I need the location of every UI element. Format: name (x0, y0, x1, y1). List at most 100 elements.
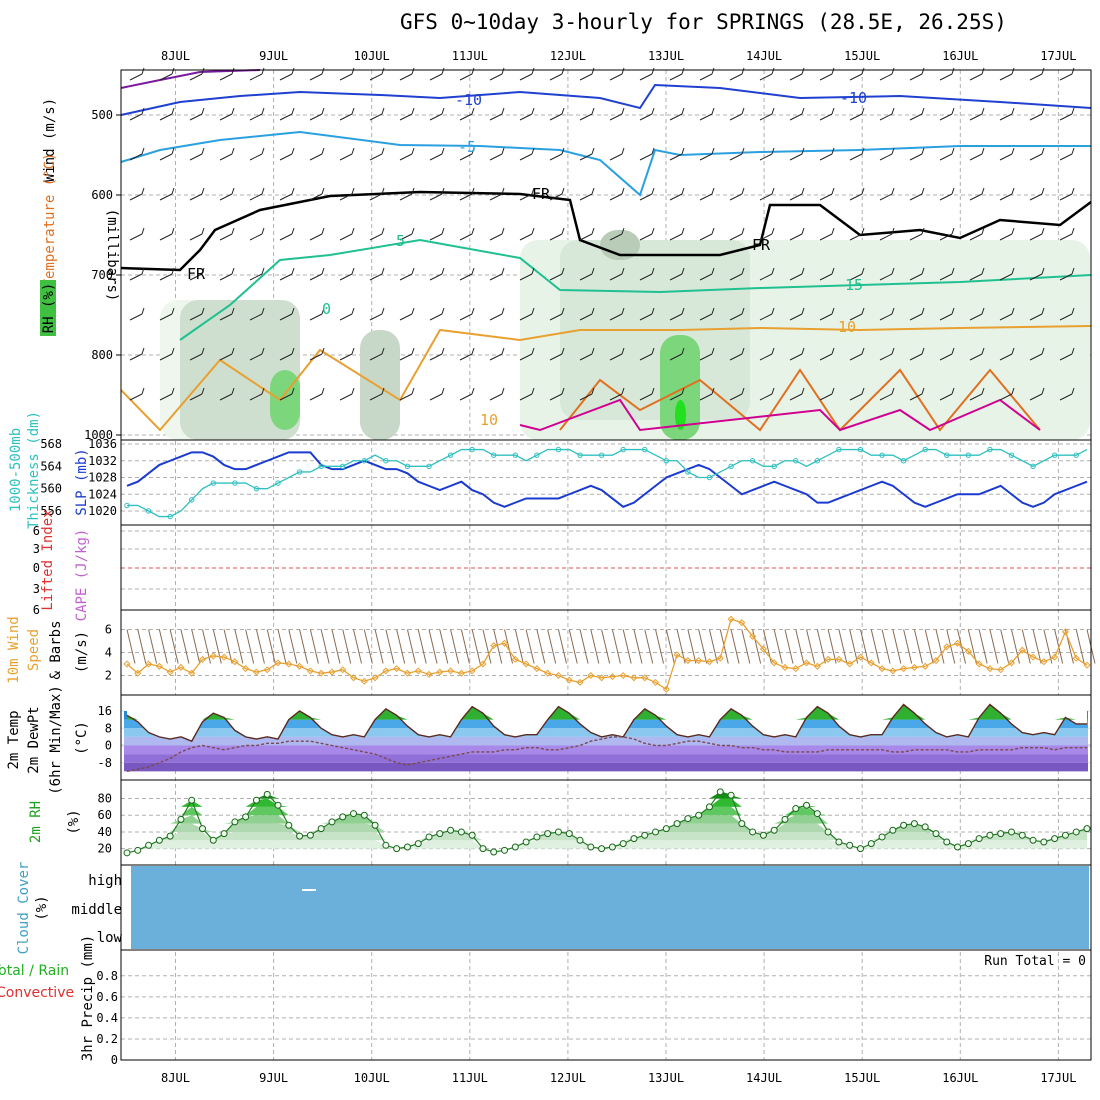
rh2m-marker (220, 830, 228, 838)
temp2m-label: (°C) (74, 721, 90, 755)
upper-wind-barb-flag (651, 107, 655, 115)
cloud-level-label: low (97, 930, 123, 946)
thickness-marker (814, 458, 821, 464)
upper-wind-barb (699, 313, 713, 321)
upper-wind-barb (309, 193, 323, 201)
wind10-barb (396, 629, 406, 664)
wind10-barb (547, 629, 557, 664)
upper-wind-barb (189, 233, 203, 241)
cape-label: CAPE (J/kg) (74, 529, 90, 622)
upper-wind-barb (879, 73, 893, 81)
rh-tick-label: 20 (98, 842, 112, 856)
upper-wind-barb (879, 233, 893, 241)
wind10-barb (806, 629, 816, 664)
upper-wind-barb (999, 233, 1013, 241)
wind10-barb (1021, 629, 1031, 664)
temp-contour-minus15 (120, 69, 261, 89)
rh2m-marker (662, 825, 670, 833)
upper-wind-barb (699, 393, 713, 401)
upper-wind-barb-flag (651, 187, 655, 195)
upper-wind-barb (249, 233, 263, 241)
wind10-barb (568, 629, 578, 664)
upper-wind-barb (189, 193, 203, 201)
upper-wind-barb-flag (1041, 387, 1045, 395)
rh2m-marker (641, 831, 649, 839)
wind10-barb (687, 629, 697, 664)
thickness-marker (706, 474, 713, 481)
wind10-barb (1011, 629, 1020, 664)
upper-wind-barb-flag (501, 267, 505, 275)
rh2m-marker (727, 791, 735, 799)
upper-wind-barb-flag (141, 227, 145, 235)
upper-wind-barb (129, 313, 143, 321)
rh2m-marker (1083, 825, 1091, 833)
upper-wind-barb-flag (831, 387, 835, 395)
thickness-marker (1008, 452, 1015, 458)
upper-wind-barb-flag (531, 387, 535, 395)
wind10-marker (134, 669, 142, 677)
upper-wind-barb (789, 73, 803, 81)
wind10-marker (705, 658, 714, 666)
upper-wind-barb-flag (981, 347, 985, 355)
wind10-barb (385, 629, 395, 664)
rh2m-marker (749, 828, 757, 836)
upper-wind-barb (429, 153, 443, 161)
precip-tick-label: 0.2 (96, 1032, 118, 1046)
wind10-barb (773, 629, 783, 664)
upper-wind-barb-flag (621, 227, 625, 235)
upper-wind-barb-flag (471, 267, 475, 275)
thickness-marker (598, 452, 605, 458)
rh2m-marker (997, 830, 1005, 838)
date-tick-top: 9JUL (259, 49, 288, 63)
rh2m-marker (209, 836, 217, 844)
wind10-marker (781, 663, 789, 671)
upper-wind-barb-flag (201, 67, 205, 75)
upper-wind-barb-flag (321, 107, 325, 115)
upper-wind-barb (939, 73, 953, 81)
upper-wind-barb (1059, 193, 1073, 201)
wind10-barb (644, 629, 654, 664)
upper-wind-barb (819, 393, 833, 401)
upper-wind-barb-flag (621, 347, 625, 355)
wind10-marker (587, 671, 595, 680)
thickness-marker (491, 452, 497, 458)
upper-wind-barb-flag (1071, 347, 1075, 355)
upper-wind-barb-flag (321, 307, 325, 315)
upper-wind-barb (1059, 273, 1073, 281)
thickness-tick-label: 556 (40, 504, 62, 518)
rh2m-marker (921, 823, 929, 831)
slp-tick-label: 1024 (88, 487, 117, 501)
upper-wind-barb (999, 313, 1013, 321)
upper-wind-barb-flag (891, 267, 895, 275)
wind10-marker (403, 669, 411, 677)
upper-wind-barb (309, 153, 323, 161)
rh2m-marker (501, 846, 509, 854)
rh2m-marker (705, 803, 713, 811)
upper-wind-barb (399, 193, 413, 201)
wind10-barb (158, 629, 168, 664)
thickness-marker (1030, 463, 1036, 470)
upper-wind-barb-flag (951, 307, 955, 315)
upper-wind-barb (999, 353, 1013, 361)
rh-shading (360, 330, 400, 440)
upper-wind-barb-flag (861, 187, 865, 195)
precip-tick-label: 0.6 (96, 990, 118, 1004)
upper-wind-barb (969, 353, 983, 361)
upper-wind-barb (519, 233, 533, 241)
wind10-marker (1072, 654, 1080, 662)
upper-wind-barb (729, 113, 743, 121)
rh2m-marker (447, 826, 455, 834)
wind10-barb (266, 629, 276, 664)
wind10-barb (493, 629, 503, 664)
upper-wind-barb (309, 353, 323, 361)
rh2m-unit-label: (%) (66, 809, 82, 834)
upper-wind-barb (489, 393, 503, 401)
upper-wind-barb-flag (531, 307, 535, 315)
upper-wind-barb-flag (171, 267, 175, 275)
upper-wind-barb-flag (321, 147, 325, 155)
upper-wind-barb-flag (441, 347, 445, 355)
upper-wind-barb (969, 313, 983, 321)
upper-wind-barb (339, 233, 353, 241)
wind10-marker (695, 657, 703, 665)
